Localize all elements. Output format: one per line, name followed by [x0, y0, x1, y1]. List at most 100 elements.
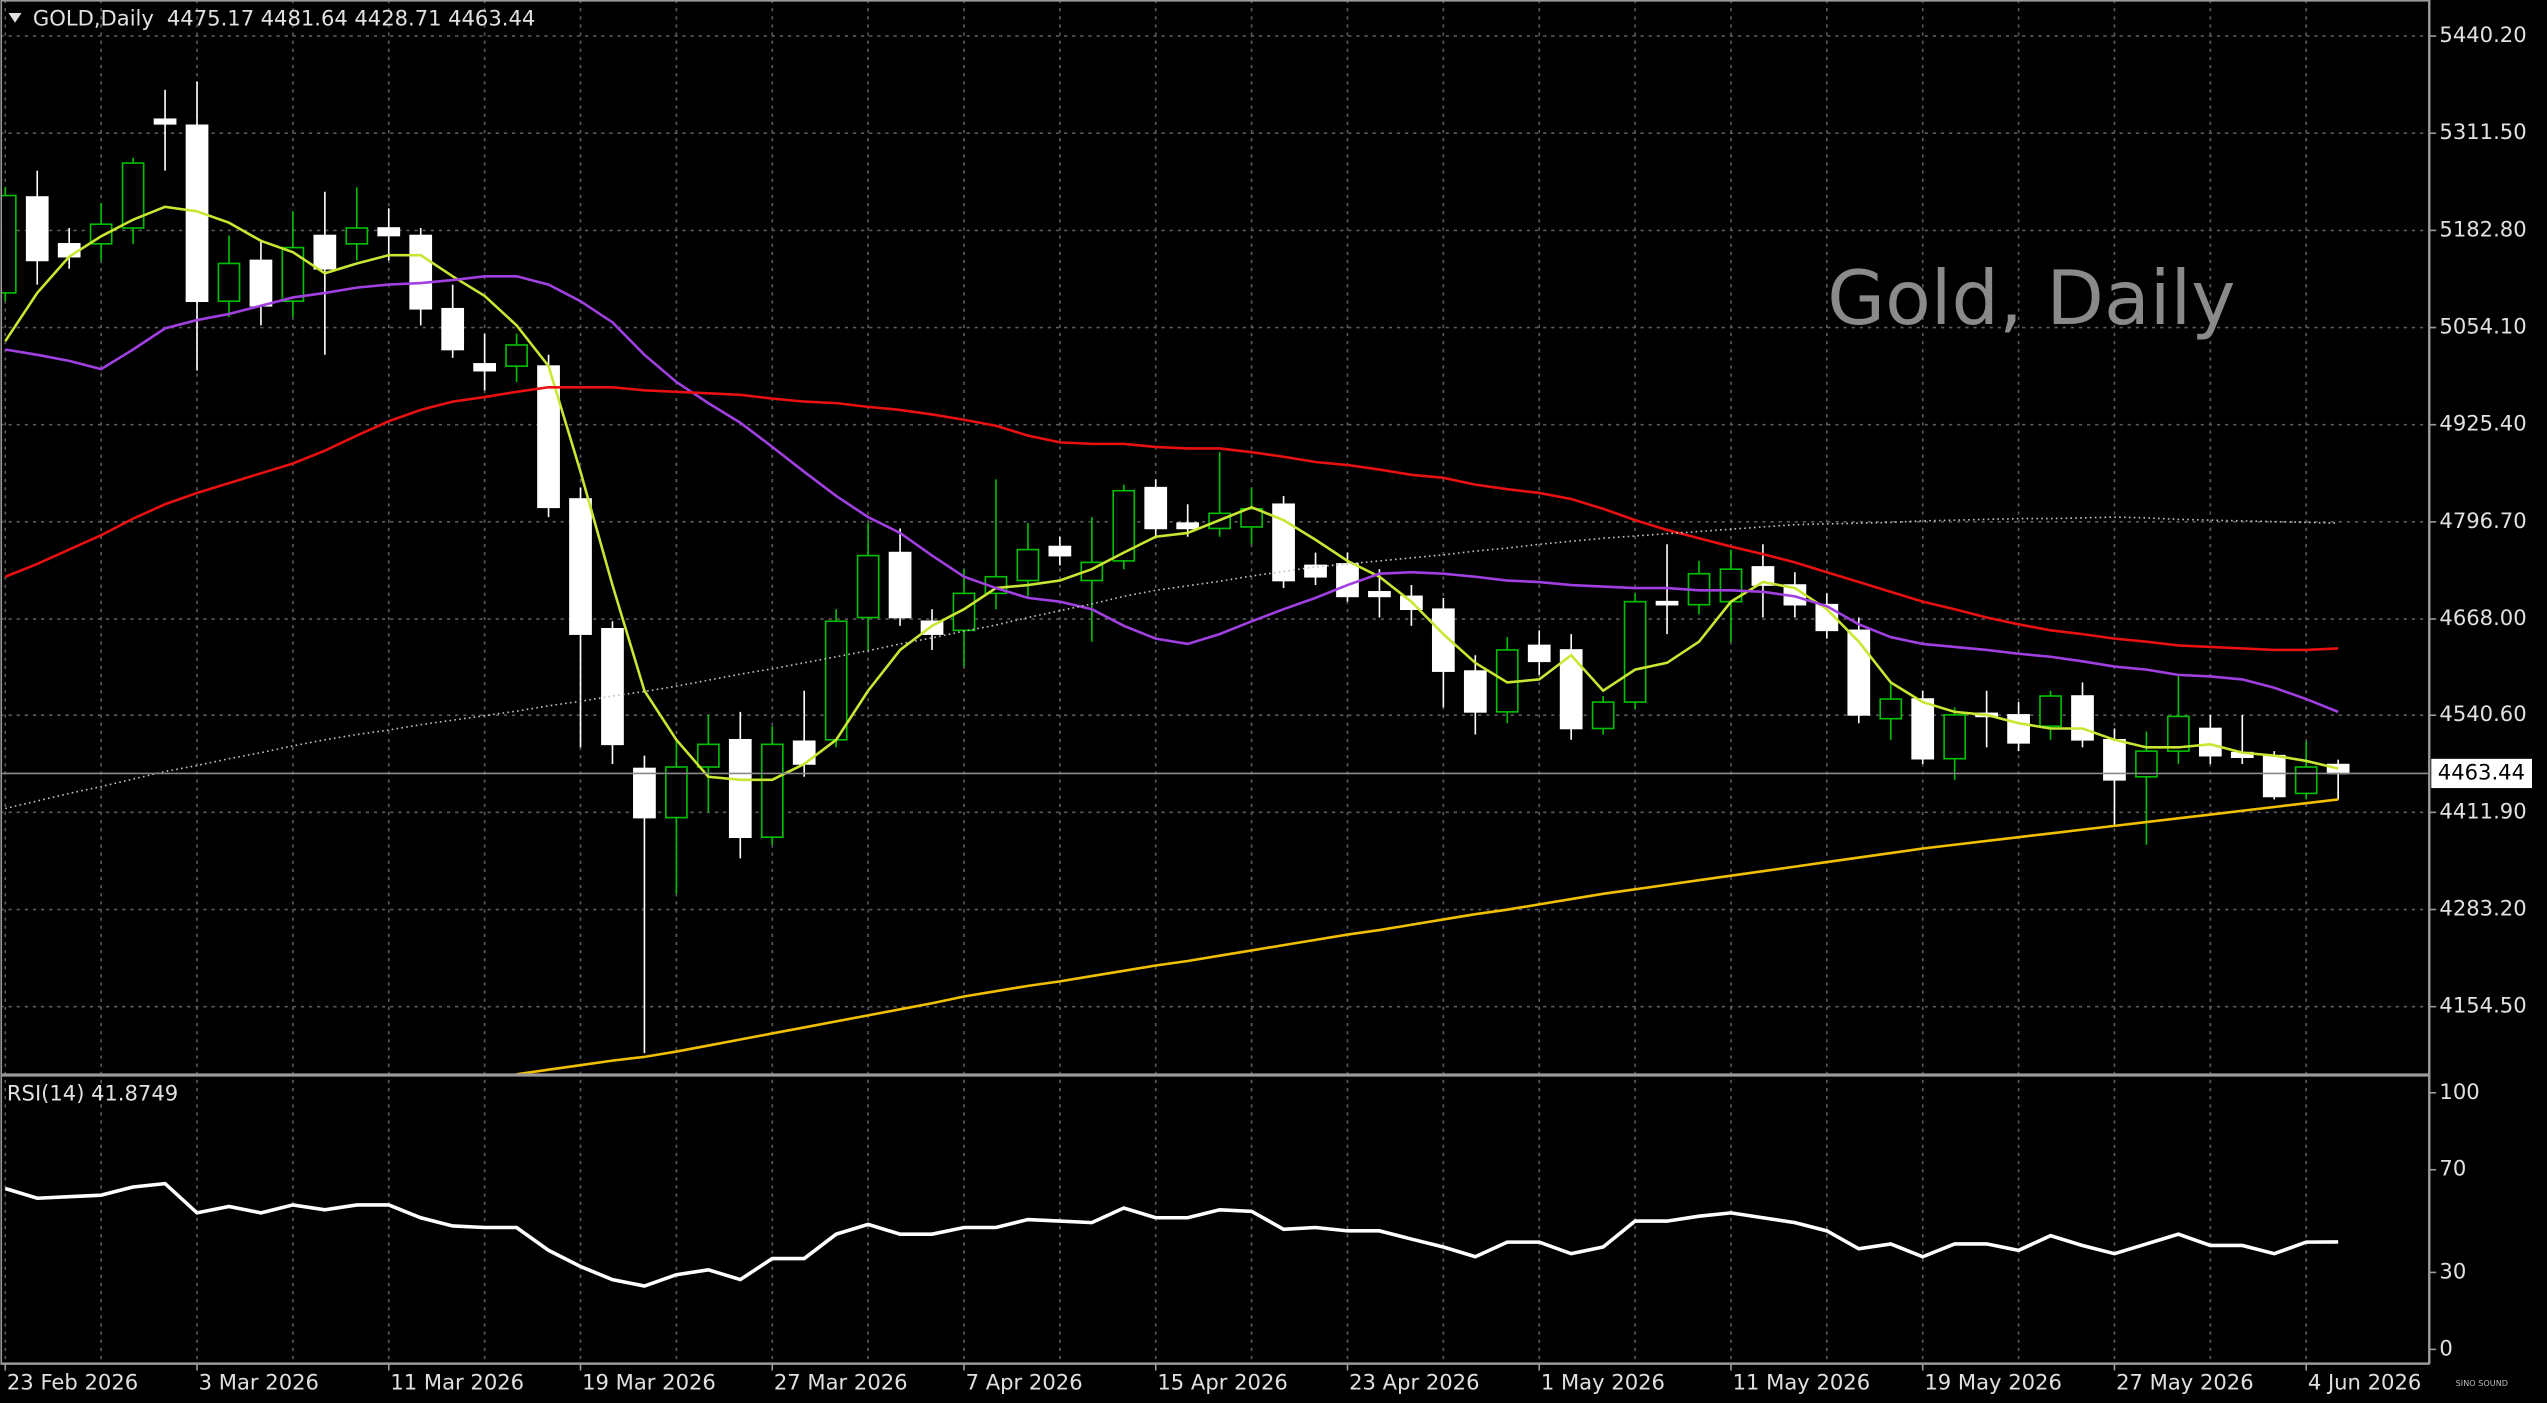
candle-body — [121, 162, 145, 229]
candle-body — [1112, 489, 1136, 562]
candle-body — [1879, 698, 1903, 720]
candle-body — [1559, 649, 1583, 730]
x-tick-label: 11 Mar 2026 — [390, 1370, 524, 1395]
candle-body — [313, 234, 337, 270]
candle-body — [1144, 486, 1168, 530]
watermark: Gold, Daily — [1827, 255, 2235, 342]
candle-body — [1272, 503, 1295, 582]
header-open: 4475.17 — [167, 5, 254, 30]
y-tick-label: 5054.10 — [2439, 314, 2526, 339]
y-tick-label: 5182.80 — [2439, 216, 2526, 241]
header: GOLD,Daily 4475.17 4481.64 4428.71 4463.44 — [33, 5, 535, 30]
candle-body — [728, 738, 752, 839]
y-tick-label: 4540.60 — [2439, 701, 2526, 726]
candle-body — [1751, 566, 1775, 586]
candle-body — [1847, 629, 1871, 716]
frame — [0, 0, 2430, 1365]
moving-average-line — [516, 798, 2339, 1075]
x-tick-label: 19 May 2026 — [1924, 1370, 2062, 1395]
y-tick-label: 4411.90 — [2439, 798, 2526, 823]
candle-body — [1911, 698, 1935, 760]
candle-body — [25, 196, 49, 262]
x-tick-label: 27 Mar 2026 — [774, 1370, 908, 1395]
logo: SINO SOUND — [2456, 1378, 2508, 1388]
candle-body — [217, 262, 241, 303]
indicator-current: 41.8749 — [91, 1080, 178, 1105]
x-tick-label: 7 Apr 2026 — [966, 1370, 1083, 1395]
candle-body — [856, 554, 880, 619]
menu-arrow[interactable] — [8, 12, 22, 23]
candle-body — [1527, 644, 1551, 663]
candle-body — [1815, 603, 1839, 632]
candle-body — [57, 243, 81, 258]
candle-body — [409, 234, 433, 310]
candle-body — [696, 743, 720, 768]
candle-body — [473, 363, 497, 372]
candle-body — [888, 551, 912, 619]
candle-body — [633, 767, 656, 819]
indicator-y-tick-label: 0 — [2439, 1335, 2452, 1360]
candle-body — [0, 194, 17, 294]
candle-body — [1431, 608, 1455, 672]
candle-body — [1623, 600, 1647, 703]
header-close: 4463.44 — [448, 5, 535, 30]
candle-body — [2039, 695, 2062, 728]
candle-body — [665, 766, 688, 819]
candle-body — [792, 740, 816, 765]
symbol: GOLD,Daily — [33, 5, 154, 30]
indicator-y-tick-label: 30 — [2439, 1258, 2466, 1283]
current-price-box — [2431, 758, 2532, 789]
header-high: 4481.64 — [261, 5, 348, 30]
candle-body — [185, 124, 209, 303]
candle-body — [2262, 754, 2286, 798]
x-tick-label: 4 Jun 2026 — [2308, 1370, 2421, 1395]
x-tick-label: 23 Feb 2026 — [7, 1370, 138, 1395]
moving-average-line — [5, 274, 2339, 714]
candle-body — [345, 227, 369, 245]
y-tick-label: 4796.70 — [2439, 508, 2526, 533]
x-tick-label: 3 Mar 2026 — [199, 1370, 319, 1395]
x-tick-label: 11 May 2026 — [1733, 1370, 1871, 1395]
candle-body — [1943, 714, 1967, 760]
candle-body — [1048, 545, 1072, 557]
candle-body — [2294, 766, 2318, 795]
x-tick-label: 27 May 2026 — [2116, 1370, 2254, 1395]
candle-body — [824, 620, 848, 741]
current-price-label: 4463.44 — [2438, 759, 2525, 784]
header-low: 4428.71 — [354, 5, 441, 30]
moving-average-line — [4, 385, 2339, 652]
candle-body — [153, 118, 177, 125]
y-tick-label: 4283.20 — [2439, 896, 2526, 921]
indicator-line — [4, 1181, 2339, 1288]
moving-average-line — [4, 205, 2339, 782]
candle-body — [1655, 600, 1679, 606]
candle-body — [1016, 548, 1040, 582]
y-tick-label: 5311.50 — [2439, 119, 2526, 144]
indicator-y-tick-label: 100 — [2439, 1079, 2479, 1104]
candle-body — [377, 227, 401, 237]
moving-average-line — [5, 516, 2339, 810]
candle-body — [505, 344, 528, 367]
candle-body — [249, 259, 273, 307]
candle-body — [760, 743, 784, 839]
indicator-label: RSI(14) — [7, 1080, 85, 1105]
candle-body — [1368, 591, 1391, 598]
x-tick-label: 1 May 2026 — [1541, 1370, 1665, 1395]
candle-body — [569, 498, 592, 635]
candle-body — [2007, 714, 2030, 744]
x-tick-label: 19 Mar 2026 — [582, 1370, 716, 1395]
y-tick-label: 4925.40 — [2439, 411, 2526, 436]
candle-body — [2198, 727, 2222, 757]
candle-body — [1336, 563, 1359, 598]
candle-body — [2167, 715, 2190, 752]
y-tick-label: 4668.00 — [2439, 605, 2526, 630]
candle-body — [1304, 564, 1327, 578]
candle-body — [2135, 750, 2158, 778]
candle-body — [601, 628, 624, 746]
candle-body — [1176, 522, 1200, 530]
candle-body — [1591, 701, 1615, 730]
candle-body — [2071, 695, 2094, 741]
